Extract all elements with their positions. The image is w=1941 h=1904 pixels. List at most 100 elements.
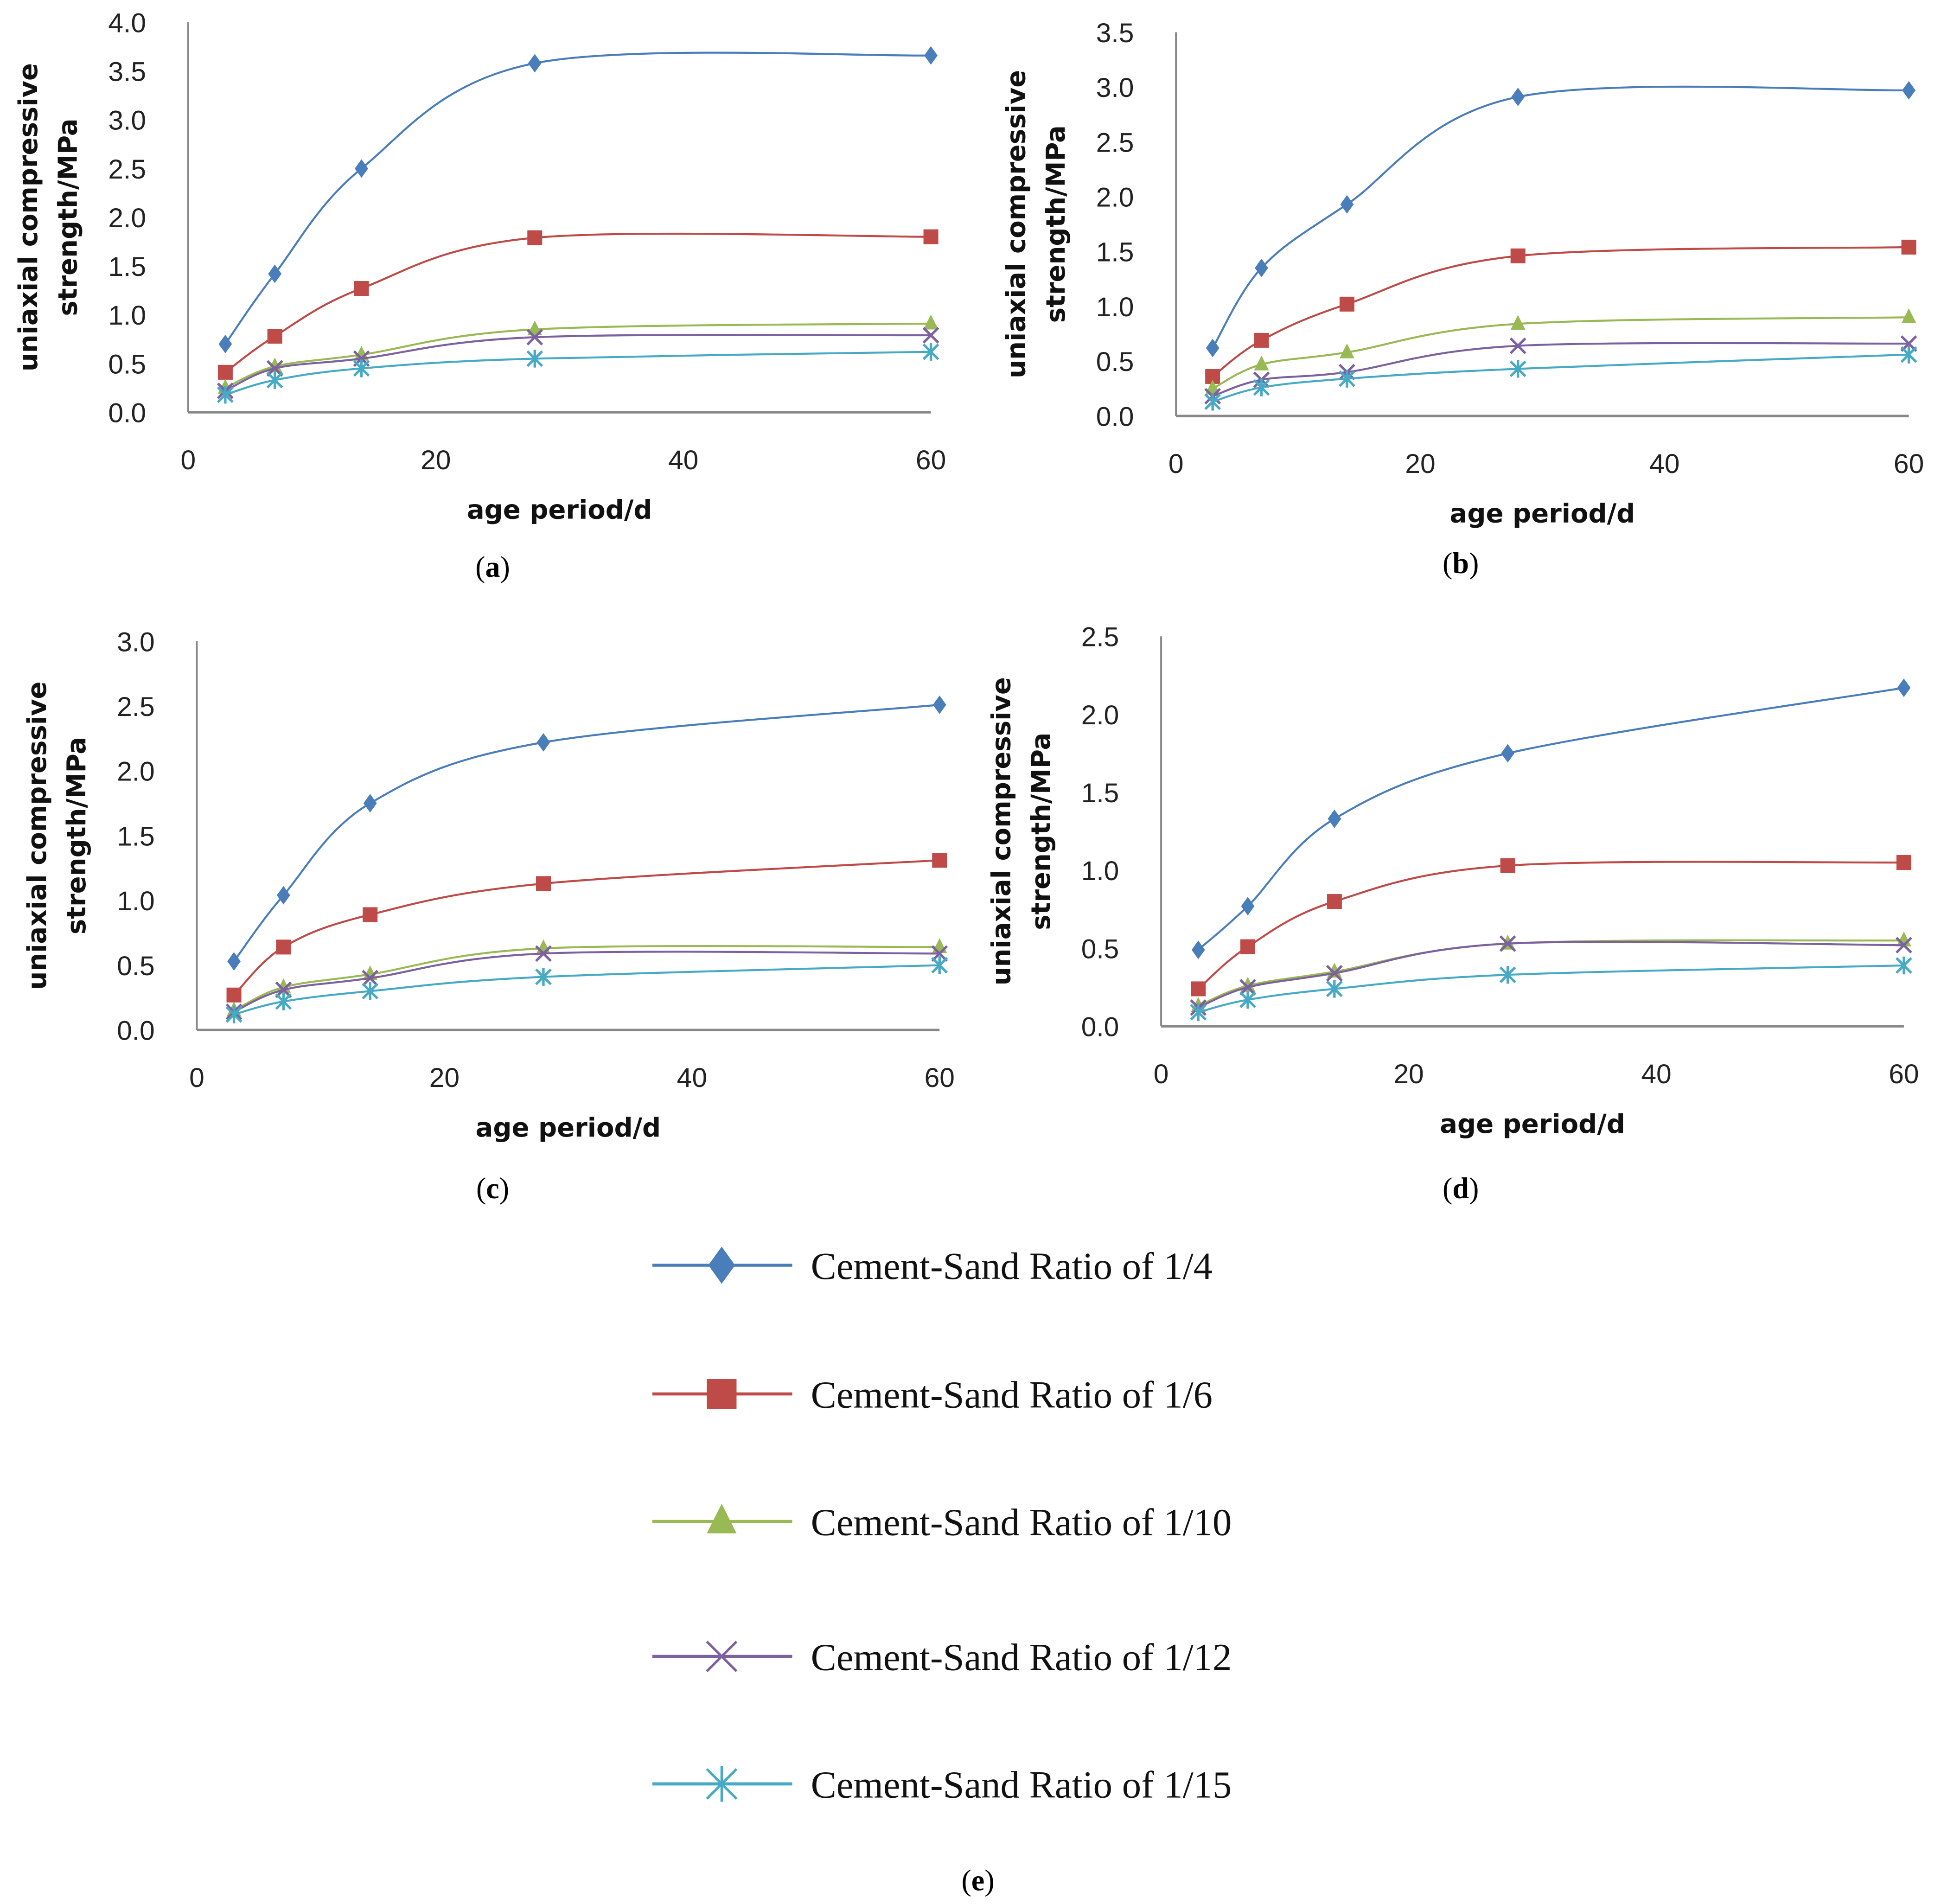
- series-square: [1205, 239, 1916, 384]
- series-line: [234, 964, 940, 1016]
- legend-label: Cement-Sand Ratio of 1/12: [811, 1636, 1232, 1678]
- series-line: [1212, 316, 1909, 390]
- data-point: [1500, 858, 1515, 873]
- data-point: [226, 987, 242, 1003]
- data-point: [1897, 678, 1911, 697]
- legend-item: Cement-Sand Ratio of 1/10: [652, 1501, 1232, 1543]
- y-tick-label: 2.0: [1081, 700, 1119, 730]
- data-point: [1501, 744, 1515, 763]
- data-point: [363, 965, 378, 980]
- y-axis-title: uniaxial compressive: [13, 63, 44, 371]
- y-axis-title: uniaxial compressive: [22, 681, 52, 990]
- x-tick-label: 40: [1649, 449, 1679, 479]
- chart-c: 0.0 0.5 1.0 1.5 2.0 2.5 3.0 0 20 40 60 age period/d…: [22, 627, 955, 1205]
- data-point: [932, 695, 946, 714]
- legend-item: Cement-Sand Ratio of 1/12: [652, 1636, 1232, 1678]
- y-tick-label: 1.5: [1081, 778, 1119, 808]
- data-point: [535, 945, 552, 962]
- data-point: [1499, 965, 1516, 984]
- series-line: [224, 232, 931, 373]
- data-point: [1339, 343, 1354, 358]
- legend-label: Cement-Sand Ratio of 1/4: [811, 1245, 1213, 1287]
- data-point: [1191, 981, 1206, 997]
- data-point: [1340, 195, 1354, 214]
- data-point: [1206, 339, 1220, 358]
- series-diamond: [218, 46, 938, 353]
- y-axis-title: uniaxial compressive: [986, 677, 1016, 985]
- y-axis-title: strength/MPa: [1026, 733, 1056, 930]
- chart-b: 0.0 0.5 1.0 1.5 2.0 2.5 3.0 3.5 0 20 40 60 age perio…: [1001, 18, 1924, 580]
- data-point: [526, 329, 543, 346]
- data-point: [275, 992, 292, 1010]
- data-point: [1327, 894, 1342, 909]
- legend-label: Cement-Sand Ratio of 1/10: [811, 1501, 1232, 1543]
- legend-label: Cement-Sand Ratio of 1/15: [811, 1763, 1232, 1806]
- data-point: [1510, 248, 1526, 263]
- data-point: [227, 952, 241, 971]
- x-tick-label: 0: [180, 445, 196, 475]
- y-tick-label: 2.0: [1096, 182, 1134, 212]
- y-tick-label: 3.0: [1096, 73, 1134, 103]
- series-x: [217, 327, 939, 399]
- series-line: [224, 334, 931, 392]
- legend-label: Cement-Sand Ratio of 1/6: [811, 1373, 1213, 1416]
- data-point: [931, 945, 948, 962]
- data-point: [1204, 393, 1221, 411]
- y-axis-title: strength/MPa: [62, 737, 92, 934]
- data-point: [362, 970, 379, 987]
- panel-label: (b): [1443, 547, 1479, 580]
- asterisk-icon: [706, 1766, 738, 1802]
- chart-a: 0.0 0.5 1.0 1.5 2.0 2.5 3.0 3.5 4.0 0 20 40 60 age pe…: [13, 8, 946, 583]
- data-point: [266, 360, 283, 377]
- series-line: [1198, 964, 1904, 1013]
- data-point: [1509, 337, 1526, 354]
- x-tick-label: 0: [1168, 449, 1184, 479]
- x-tick-label: 20: [429, 1063, 460, 1093]
- x-axis-title: age period/d: [1440, 1109, 1625, 1139]
- data-point: [362, 982, 379, 1000]
- y-tick-label: 1.0: [1081, 856, 1119, 886]
- data-point: [1190, 1003, 1207, 1022]
- data-point: [1511, 87, 1525, 106]
- y-tick-label: 1.5: [1096, 237, 1134, 268]
- data-point: [923, 314, 939, 330]
- y-tick-label: 0.0: [117, 1016, 155, 1046]
- data-point: [922, 343, 939, 361]
- data-point: [1328, 809, 1341, 828]
- y-tick-label: 0.0: [108, 398, 146, 428]
- data-point: [526, 350, 543, 368]
- data-point: [1900, 345, 1917, 364]
- series-triangle: [226, 938, 947, 1017]
- data-point: [932, 938, 947, 953]
- data-point: [266, 371, 283, 389]
- data-point: [225, 1005, 243, 1023]
- y-tick-label: 1.5: [108, 252, 146, 282]
- series-line: [233, 945, 940, 1012]
- chart-d: 0.0 0.5 1.0 1.5 2.0 2.5 0 20 40 60 age period/d uni…: [986, 622, 1919, 1205]
- legend-item: Cement-Sand Ratio of 1/4: [652, 1245, 1213, 1287]
- data-point: [218, 334, 232, 353]
- legend-item: Cement-Sand Ratio of 1/6: [652, 1373, 1213, 1416]
- data-point: [355, 159, 368, 178]
- data-point: [1253, 378, 1270, 396]
- data-point: [1326, 980, 1343, 998]
- series-square: [217, 229, 939, 380]
- data-point: [528, 54, 542, 73]
- x-tick-label: 40: [668, 445, 698, 475]
- y-tick-label: 0.5: [1096, 347, 1134, 377]
- y-tick-label: 0.5: [117, 951, 155, 981]
- x-tick-label: 0: [189, 1063, 204, 1093]
- data-point: [1901, 308, 1916, 324]
- series-line: [225, 322, 931, 389]
- x-tick-label: 60: [916, 445, 946, 475]
- data-point: [1254, 355, 1269, 371]
- data-point: [1499, 935, 1516, 952]
- data-point: [217, 364, 233, 380]
- series-line: [1197, 861, 1904, 990]
- x-tick-label: 0: [1154, 1059, 1169, 1089]
- series-square: [1191, 855, 1911, 997]
- y-tick-label: 1.0: [108, 300, 146, 331]
- series-line: [1212, 342, 1909, 397]
- y-axis-title: uniaxial compressive: [1001, 70, 1031, 378]
